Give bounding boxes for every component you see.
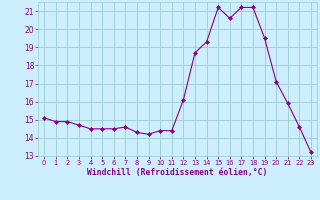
X-axis label: Windchill (Refroidissement éolien,°C): Windchill (Refroidissement éolien,°C) <box>87 168 268 177</box>
